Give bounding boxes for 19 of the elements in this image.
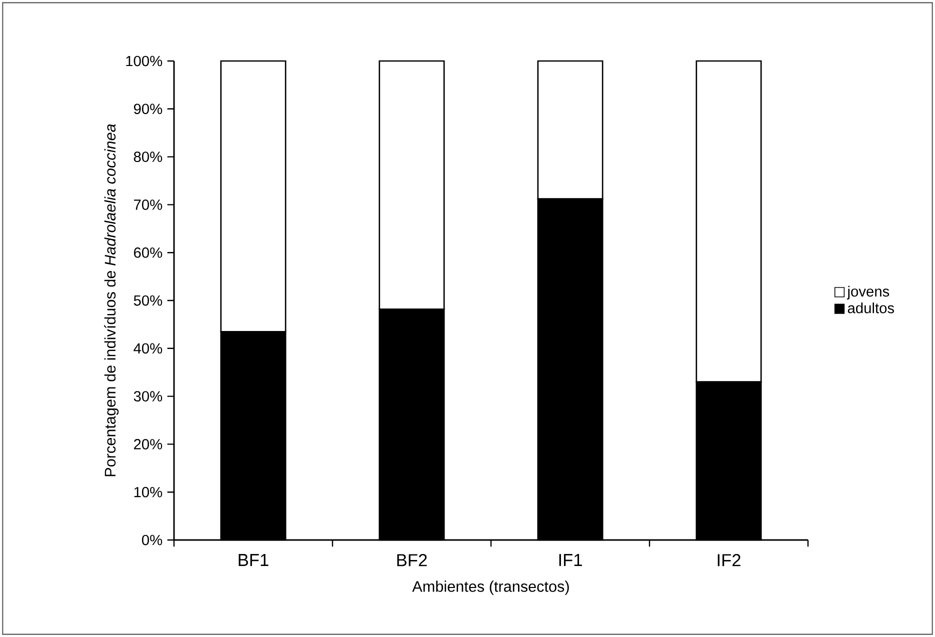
x-tick-label: IF1: [559, 554, 582, 566]
legend-label: adultos: [848, 302, 894, 314]
x-tick-label: BF2: [397, 554, 427, 566]
y-tick-label: 30%: [134, 391, 162, 402]
x-tick-label: IF2: [718, 554, 740, 566]
y-tick-label: 50%: [134, 295, 162, 306]
x-axis-title: Ambientes (transectos): [412, 580, 569, 595]
y-tick-label: 10%: [134, 486, 162, 498]
y-tick-label: 40%: [134, 343, 162, 354]
y-tick-label: 90%: [134, 104, 162, 114]
legend-label: jovens: [846, 286, 890, 300]
y-tick-label: 80%: [134, 152, 162, 162]
y-tick-label: 0%: [142, 534, 162, 546]
y-tick-label: 60%: [134, 247, 162, 258]
x-tick-label: BF1: [238, 554, 268, 566]
y-tick-label: 20%: [134, 439, 162, 450]
y-tick-label: 70%: [134, 200, 162, 210]
y-tick-label: 100%: [126, 56, 162, 66]
y-axis-title: Porcentagem de indivíduos de Hadrolaelia coccinea: [104, 124, 119, 476]
